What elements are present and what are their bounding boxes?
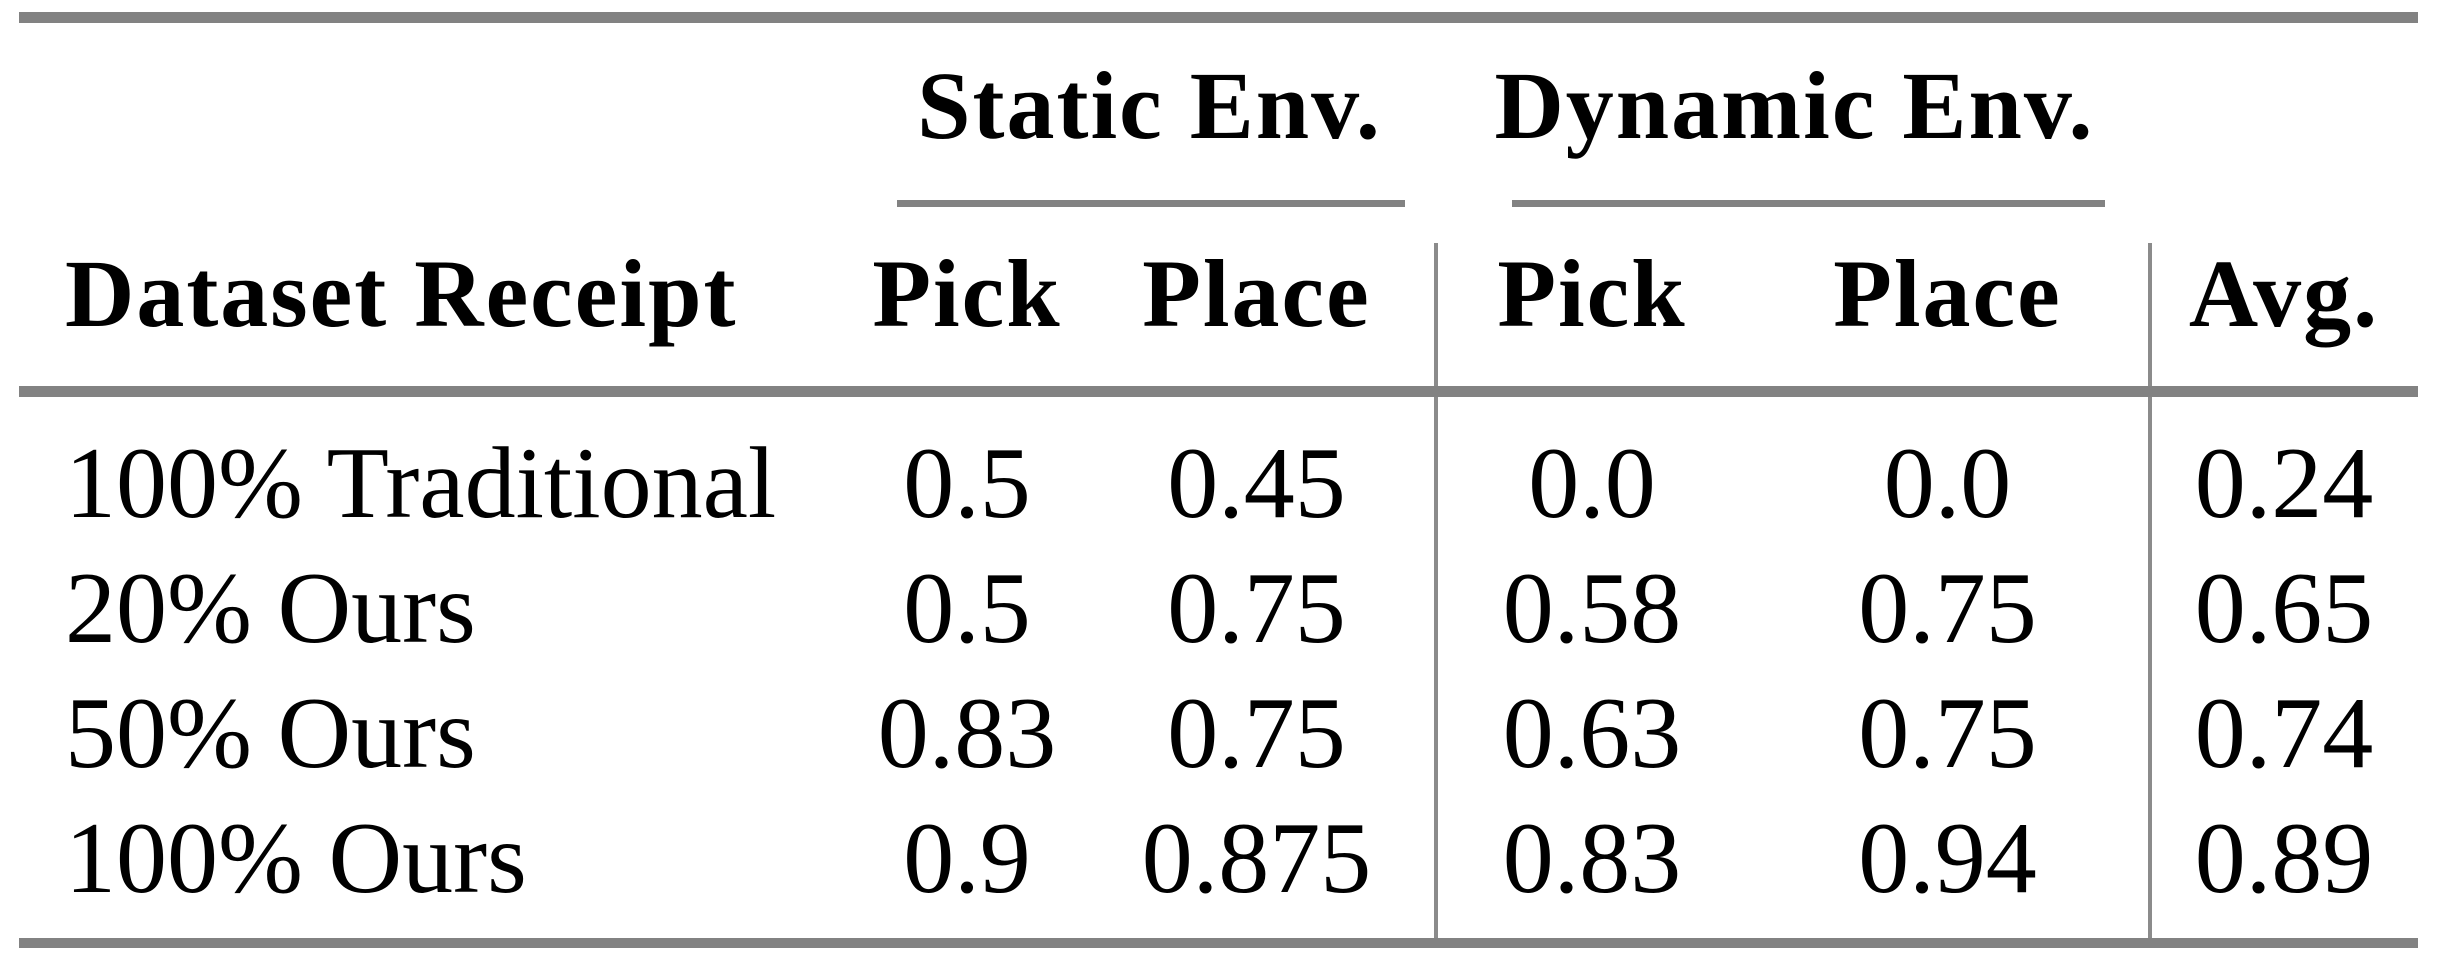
cell-dynamic-pick: 0.0	[1528, 427, 1656, 540]
cell-static-pick: 0.83	[877, 677, 1057, 790]
column-group-dynamic-env: Dynamic Env.	[1494, 52, 2095, 159]
column-header-static-pick: Pick	[872, 240, 1062, 347]
cell-static-place: 0.875	[1141, 802, 1372, 915]
cell-avg: 0.74	[2194, 677, 2374, 790]
column-header-static-place: Place	[1142, 240, 1371, 347]
cell-static-pick: 0.5	[903, 552, 1031, 665]
column-header-avg: Avg.	[2188, 240, 2380, 347]
dynamic-env-underline	[1512, 200, 2105, 207]
table-header: Static Env. Dynamic Env. Dataset Receipt…	[19, 24, 2418, 386]
cell-static-place: 0.75	[1167, 552, 1346, 665]
cell-avg: 0.89	[2194, 802, 2374, 915]
table-top-rule	[19, 12, 2418, 23]
cell-static-place: 0.75	[1167, 677, 1346, 790]
row-label: 100% Traditional	[65, 427, 777, 540]
cell-dynamic-place: 0.0	[1883, 427, 2012, 540]
row-label: 50% Ours	[65, 677, 476, 790]
cell-static-place: 0.45	[1167, 427, 1346, 540]
cell-dynamic-pick: 0.83	[1502, 802, 1682, 915]
cell-dynamic-place: 0.75	[1858, 677, 2037, 790]
table-body: 100% Traditional 0.5 0.45 0.0 0.0 0.24 2…	[19, 421, 2418, 921]
cell-avg: 0.24	[2194, 427, 2374, 540]
table-bottom-rule	[19, 938, 2418, 948]
column-divider-dynamic-avg	[2148, 243, 2152, 938]
column-divider-static-dynamic	[1434, 243, 1438, 938]
cell-static-pick: 0.5	[903, 427, 1031, 540]
column-group-static-env: Static Env.	[917, 52, 1382, 159]
static-env-underline	[897, 200, 1405, 207]
cell-dynamic-pick: 0.63	[1502, 677, 1682, 790]
cell-dynamic-place: 0.94	[1858, 802, 2037, 915]
cell-dynamic-pick: 0.58	[1502, 552, 1682, 665]
column-header-dynamic-place: Place	[1833, 240, 2062, 347]
cell-static-pick: 0.9	[903, 802, 1031, 915]
cell-avg: 0.65	[2194, 552, 2374, 665]
cell-dynamic-place: 0.75	[1858, 552, 2037, 665]
column-header-dataset-receipt: Dataset Receipt	[65, 240, 738, 347]
table-mid-rule	[19, 386, 2418, 397]
column-header-dynamic-pick: Pick	[1497, 240, 1687, 347]
row-label: 100% Ours	[65, 802, 527, 915]
row-label: 20% Ours	[65, 552, 476, 665]
